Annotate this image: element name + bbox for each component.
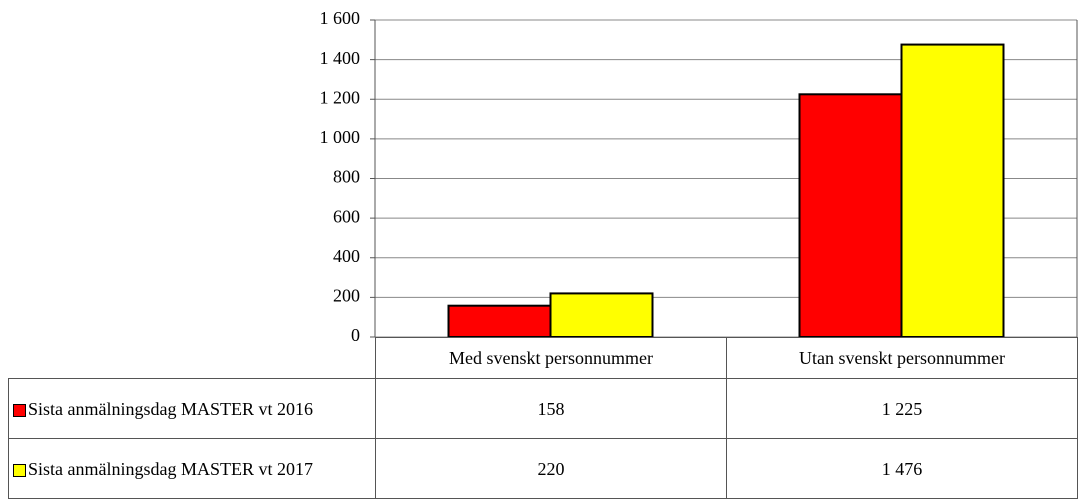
y-tick-label: 200 <box>333 286 360 306</box>
y-tick-label: 1 200 <box>320 87 361 107</box>
y-tick-label: 0 <box>351 325 360 345</box>
legend-swatch <box>13 403 26 417</box>
legend-swatch <box>13 463 26 477</box>
y-tick-label: 1 000 <box>320 127 361 147</box>
y-tick-label: 1 400 <box>320 48 361 68</box>
legend-cell: Sista anmälningsdag MASTER vt 2017 <box>8 438 376 499</box>
bar <box>900 43 1005 338</box>
legend-label: Sista anmälningsdag MASTER vt 2016 <box>28 398 313 419</box>
legend-cell: Sista anmälningsdag MASTER vt 2016 <box>8 378 376 439</box>
category-cell: Med svenskt personnummer <box>375 337 727 379</box>
category-cell: Utan svenskt personnummer <box>726 337 1078 379</box>
value-cell: 158 <box>375 378 727 439</box>
bar <box>549 292 654 339</box>
bar <box>798 93 903 338</box>
value-cell: 1 476 <box>726 438 1078 499</box>
y-tick-label: 1 600 <box>320 8 361 28</box>
legend-label: Sista anmälningsdag MASTER vt 2017 <box>28 458 313 479</box>
value-cell: 220 <box>375 438 727 499</box>
legend-entry: Sista anmälningsdag MASTER vt 2017 <box>13 458 313 480</box>
bar <box>447 304 552 339</box>
y-tick-label: 800 <box>333 167 360 187</box>
y-tick-label: 400 <box>333 246 360 266</box>
value-cell: 1 225 <box>726 378 1078 439</box>
legend-entry: Sista anmälningsdag MASTER vt 2016 <box>13 398 313 420</box>
y-tick-label: 600 <box>333 206 360 226</box>
